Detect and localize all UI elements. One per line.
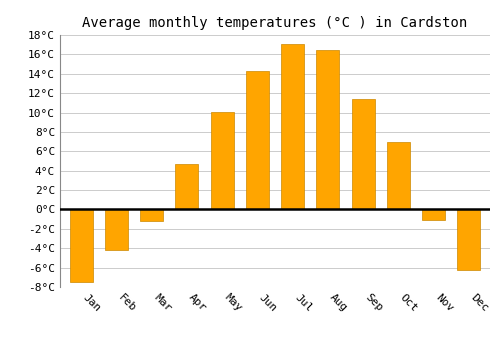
Bar (316, 50, 340, 209)
Bar (246, 71, 269, 209)
Bar (176, 164, 199, 209)
Bar (70, 209, 92, 282)
Bar (140, 209, 163, 221)
Bar (422, 209, 445, 220)
Bar (458, 209, 480, 270)
Bar (352, 99, 374, 209)
Bar (387, 142, 410, 209)
Bar (281, 44, 304, 209)
Bar (210, 112, 234, 209)
Bar (105, 209, 128, 250)
Title: Average monthly temperatures (°C ) in Cardston: Average monthly temperatures (°C ) in Ca… (82, 16, 468, 30)
